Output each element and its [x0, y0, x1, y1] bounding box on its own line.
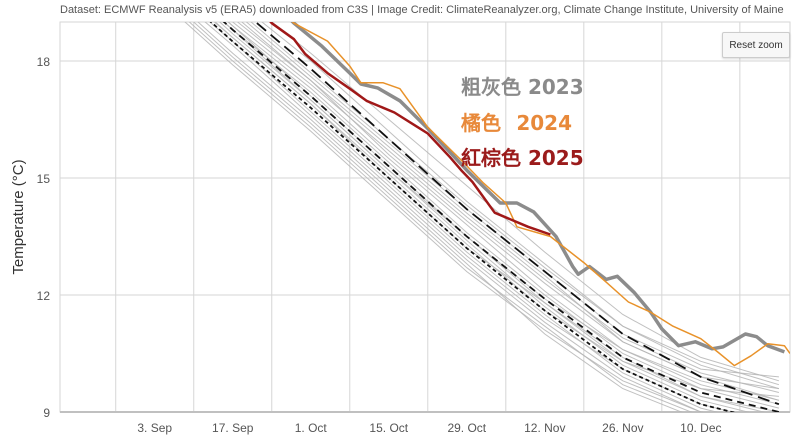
legend-2023: 粗灰色 2023: [461, 75, 584, 99]
other-year-line: [261, 22, 780, 390]
reset-zoom-button[interactable]: Reset zoom: [722, 32, 790, 58]
other-year-line: [218, 22, 750, 412]
x-tick-label: 1. Oct: [295, 421, 328, 435]
other-year-line: [222, 22, 766, 412]
series-2023-line: [290, 22, 786, 354]
dataset-credit: Dataset: ECMWF Reanalysis v5 (ERA5) down…: [60, 4, 784, 16]
other-year-line: [184, 22, 704, 412]
axes: 9 12 15 18 3. Sep 17. Sep 1. Oct 15. Oct 29. Oct…: [37, 55, 722, 435]
other-year-line: [270, 22, 780, 382]
y-axis-title: Temperature (°C): [10, 159, 27, 274]
plot-area: [184, 22, 790, 412]
other-year-line: [208, 22, 719, 412]
other-year-line: [245, 22, 779, 378]
grid: [59, 21, 791, 413]
y-tick-label: 15: [37, 172, 51, 186]
dashed-long-dash-line: [254, 22, 780, 406]
series-2025-line: [269, 22, 551, 236]
x-tick-label: 29. Oct: [447, 421, 486, 435]
x-tick-label: 15. Oct: [369, 421, 408, 435]
other-year-line: [197, 22, 703, 412]
other-year-line: [188, 22, 693, 412]
other-year-line: [213, 22, 779, 412]
legend-2024-label: 橘色: [461, 111, 501, 135]
other-year-line: [241, 22, 779, 390]
y-tick-label: 9: [43, 406, 50, 420]
x-tick-label: 17. Sep: [212, 421, 254, 435]
other-year-line: [223, 22, 779, 397]
other-year-line: [192, 22, 683, 412]
legend: 粗灰色 2023 橘色 2024 紅棕色 2025: [461, 75, 584, 170]
series-2024-line: [291, 22, 790, 367]
dashed-dash-line: [222, 22, 780, 412]
other-year-line: [227, 22, 780, 401]
x-tick-label: 26. Nov: [602, 421, 643, 435]
dashed-short-dash-line: [209, 22, 736, 412]
y-tick-label: 12: [37, 289, 51, 303]
plot-border: [59, 21, 791, 413]
other-year-line: [250, 22, 780, 386]
x-tick-label: 10. Dec: [680, 421, 721, 435]
x-tick-label: 12. Nov: [524, 421, 565, 435]
legend-2025: 紅棕色 2025: [461, 146, 584, 170]
other-year-line: [227, 22, 780, 405]
legend-2024-year: 2024: [516, 111, 572, 135]
y-tick-label: 18: [37, 55, 51, 69]
x-tick-label: 3. Sep: [137, 421, 172, 435]
